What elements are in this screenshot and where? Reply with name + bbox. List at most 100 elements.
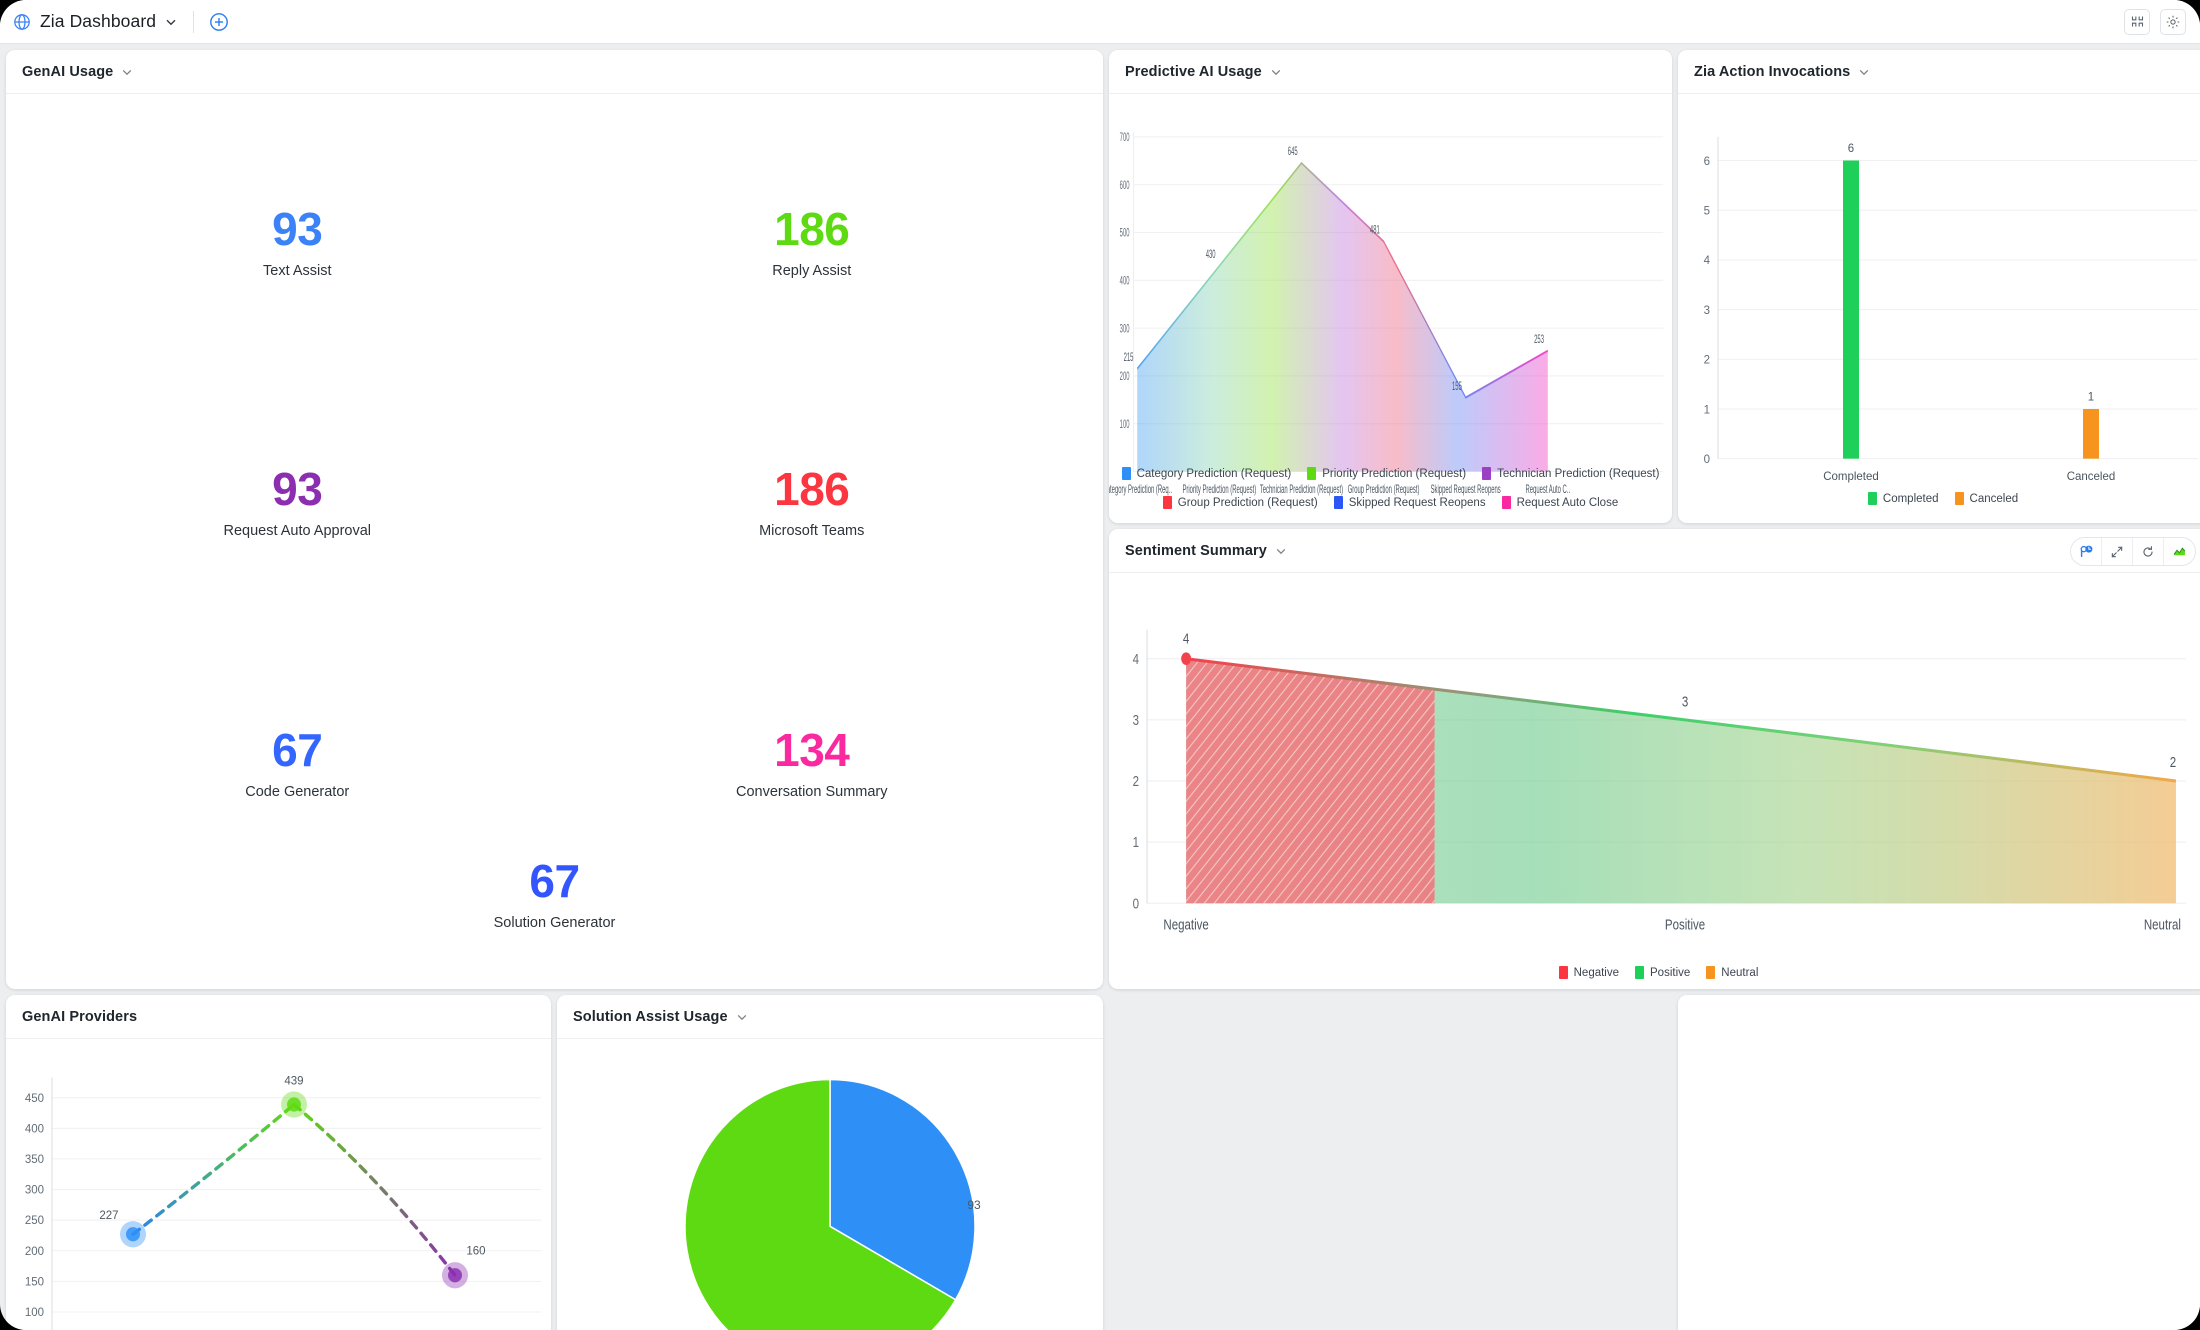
svg-text:600: 600 [1120,179,1130,193]
gear-icon[interactable] [2160,8,2186,35]
kpi-label: Request Auto Approval [223,523,372,540]
legend-item[interactable]: Technician Prediction (Request) [1482,467,1659,480]
sentiment-area-chart: 0 1 2 3 4 4 3 2 Negative [1133,629,2186,933]
legend-item[interactable]: Positive [1635,966,1690,979]
panel-title: Solution Assist Usage [573,1008,728,1025]
panel-sentiment-summary-placeholder [1678,995,2200,1330]
legend-item[interactable]: Negative [1558,966,1620,979]
legend-swatch [1482,467,1492,480]
refresh-icon[interactable] [2133,538,2164,565]
kpi-value: 93 [272,202,323,255]
kpi-value: 93 [272,463,323,516]
legend-label: Skipped Request Reopens [1348,496,1486,509]
svg-text:Group Prediction (Request): Group Prediction (Request) [1348,483,1420,497]
svg-text:645: 645 [1288,145,1298,159]
kpi-code-generator[interactable]: 67 Code Generator [40,727,555,800]
kpi-solution-generator[interactable]: 67 Solution Generator [40,858,1069,931]
kpi-container: 93 Text Assist 186 Reply Assist 93 Reque… [6,94,1103,989]
panel-title: Predictive AI Usage [1125,63,1262,80]
row-two-left: GenAI Providers [6,995,1103,1330]
kpi-value: 186 [774,463,850,516]
history-clock-icon[interactable] [2071,538,2102,565]
legend-item[interactable]: Neutral [1706,966,1758,979]
chevron-down-icon[interactable] [1274,544,1288,558]
legend-item[interactable]: Completed [1867,492,1939,505]
svg-text:300: 300 [25,1185,44,1197]
toolbar-divider [193,10,195,33]
panel-zia-action-invocations: Zia Action Invocations [1678,50,2200,523]
legend-item[interactable]: Skipped Request Reopens [1333,496,1486,509]
legend-label: Technician Prediction (Request) [1497,467,1660,480]
svg-text:4: 4 [1704,253,1711,267]
svg-text:4: 4 [1133,650,1139,667]
svg-text:Canceled: Canceled [2067,469,2116,483]
solution-assist-chart[interactable]: 93 186 Zia Chatbot Request Acknowledgeme… [557,1039,1103,1330]
svg-text:1: 1 [1133,834,1139,851]
add-circle-icon[interactable] [208,11,230,33]
chart-type-icon[interactable] [2164,538,2195,565]
svg-text:2: 2 [1133,773,1139,790]
panel-predictive-ai-usage: Predictive AI Usage [1109,50,1672,523]
legend-swatch [1307,467,1317,480]
chevron-down-icon[interactable] [735,1010,749,1024]
chevron-down-icon[interactable] [120,65,134,79]
sentiment-chart[interactable]: 0 1 2 3 4 4 3 2 Negative [1109,573,2200,989]
kpi-value: 186 [774,202,850,255]
zia-invocations-chart[interactable]: 0 1 2 3 4 5 6 6 1 Completed Canceled [1678,94,2200,523]
bar-completed [1843,160,1859,459]
svg-text:3: 3 [1682,693,1688,710]
svg-text:Positive: Positive [1665,916,1705,933]
legend-item[interactable]: Group Prediction (Request) [1162,496,1318,509]
legend-label: Category Prediction (Request) [1136,467,1292,480]
kpi-request-auto-approval[interactable]: 93 Request Auto Approval [40,466,555,539]
svg-text:Priority Prediction (Request): Priority Prediction (Request) [1182,483,1256,497]
dashboard-grid: Predictive AI Usage [0,44,2200,1330]
kpi-label: Solution Generator [493,914,616,931]
legend-item[interactable]: Canceled [1954,492,2018,505]
expand-icon[interactable] [2102,538,2133,565]
kpi-microsoft-teams[interactable]: 186 Microsoft Teams [555,466,1070,539]
kpi-reply-assist[interactable]: 186 Reply Assist [555,206,1070,279]
legend-swatch [1162,496,1172,509]
legend-label: Priority Prediction (Request) [1322,467,1467,480]
legend-item[interactable]: Request Auto Close [1501,496,1619,509]
svg-text:0: 0 [1704,452,1711,466]
chevron-down-icon[interactable] [163,14,179,30]
legend-label: Group Prediction (Request) [1177,496,1318,509]
svg-text:100: 100 [1120,418,1130,432]
dashboard-title: Zia Dashboard [40,11,157,31]
svg-text:4: 4 [1183,630,1189,647]
svg-text:6: 6 [1704,153,1711,167]
svg-text:Skipped Request Reopens: Skipped Request Reopens [1431,483,1501,497]
chevron-down-icon[interactable] [1857,65,1871,79]
svg-text:430: 430 [1206,248,1216,262]
legend-swatch [1954,492,1964,505]
legend-item[interactable]: Category Prediction (Request) [1121,467,1292,480]
legend-swatch [1558,966,1568,979]
legend-label: Negative [1573,966,1620,979]
svg-text:3: 3 [1704,302,1711,316]
kpi-text-assist[interactable]: 93 Text Assist [40,206,555,279]
svg-text:160: 160 [466,1246,485,1258]
legend-label: Request Auto Close [1516,496,1619,509]
chevron-down-icon[interactable] [1269,65,1283,79]
svg-text:150: 150 [25,1276,44,1288]
collapse-icon[interactable] [2124,8,2150,35]
sentiment-legend: Negative Positive Neutral [1109,966,2200,979]
panel-header: GenAI Providers [6,995,551,1039]
legend-label: Completed [1882,492,1939,505]
kpi-conversation-summary[interactable]: 134 Conversation Summary [555,727,1070,800]
svg-text:400: 400 [25,1123,44,1135]
legend-item[interactable]: Priority Prediction (Request) [1307,467,1466,480]
panel-header: GenAI Usage [6,50,1103,94]
kpi-label: Reply Assist [772,262,852,279]
zia-invocations-legend: Completed Canceled [1678,492,2200,505]
panel-sentiment-summary: Sentiment Summary [1109,529,2200,989]
svg-text:2: 2 [1704,352,1711,366]
svg-text:Neutral: Neutral [2144,916,2181,933]
kpi-value: 134 [774,724,850,777]
svg-text:Completed: Completed [1823,469,1879,483]
